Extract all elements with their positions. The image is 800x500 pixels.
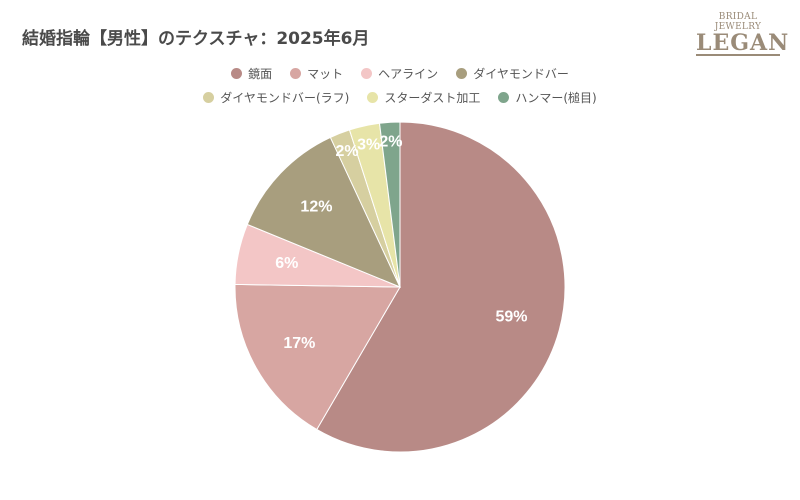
legend-row-2: ダイヤモンドバー(ラフ) スターダスト加工 ハンマー(槌目) [0, 89, 800, 106]
logo-subtitle: BRIDAL JEWELRY [714, 12, 762, 32]
slice-label: 6% [275, 255, 298, 272]
slice-label: 3% [357, 136, 380, 153]
legend-swatch [456, 68, 468, 79]
legend-swatch [290, 68, 302, 79]
legend-item[interactable]: ダイヤモンドバー [456, 65, 569, 82]
slice-label: 2% [335, 143, 358, 160]
brand-logo: BRIDAL JEWELRY LEGAN [696, 12, 790, 56]
legend-item[interactable]: ハンマー(槌目) [498, 89, 597, 106]
slice-label: 2% [379, 133, 402, 150]
legend-label: ヘアライン [378, 67, 439, 81]
legend-swatch [367, 92, 379, 103]
legend-label: 鏡面 [248, 67, 273, 81]
legend-label: ハンマー(槌目) [515, 91, 597, 105]
legend-item[interactable]: ヘアライン [361, 65, 438, 82]
legend-swatch [231, 68, 243, 79]
legend-item[interactable]: 鏡面 [231, 65, 272, 82]
legend-label: マット [307, 67, 344, 81]
legend-item[interactable]: ダイヤモンドバー(ラフ) [203, 89, 349, 106]
legend-item[interactable]: スターダスト加工 [367, 89, 480, 106]
slice-label: 12% [300, 198, 332, 215]
legend-label: ダイヤモンドバー [473, 67, 569, 81]
slice-label: 59% [495, 308, 527, 325]
chart-title: 結婚指輪【男性】のテクスチャ：2025年6月 [22, 29, 370, 49]
logo-name: LEGAN [696, 30, 790, 56]
pie-slice[interactable] [378, 121, 401, 288]
legend-row-1: 鏡面 マット ヘアライン ダイヤモンドバー [0, 65, 800, 82]
pie-slice[interactable] [246, 136, 401, 288]
slice-label: 17% [283, 335, 315, 352]
legend-label: ダイヤモンドバー(ラフ) [220, 91, 350, 105]
legend-label: スターダスト加工 [384, 91, 481, 105]
legend-swatch [361, 68, 373, 79]
legend-swatch [203, 92, 215, 103]
pie-slice[interactable] [316, 121, 566, 453]
legend-item[interactable]: マット [290, 65, 343, 82]
pie-slice[interactable] [234, 283, 401, 431]
legend-swatch [498, 92, 510, 103]
